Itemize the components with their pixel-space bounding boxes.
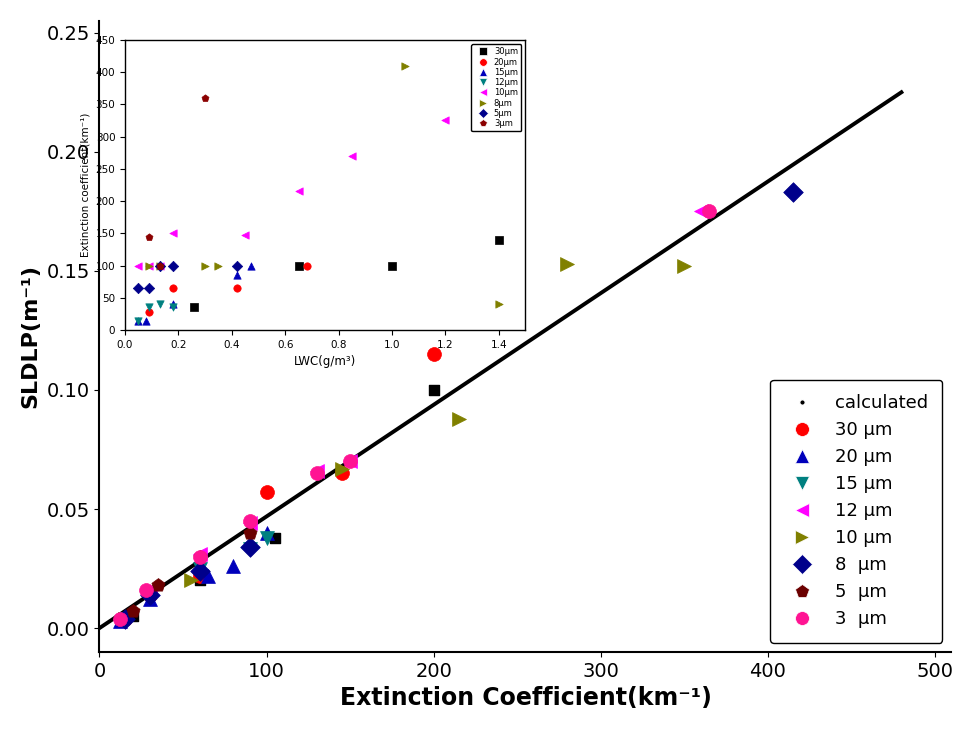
Y-axis label: SLDLP(m⁻¹): SLDLP(m⁻¹) <box>20 265 41 409</box>
Point <box>259 531 274 543</box>
Point <box>192 570 208 582</box>
Point <box>308 467 324 479</box>
Point <box>192 563 208 575</box>
Point <box>334 463 349 474</box>
Point <box>192 548 208 560</box>
Point <box>111 615 127 626</box>
Point <box>142 584 157 596</box>
Point <box>225 561 241 572</box>
Point <box>142 589 157 601</box>
Point <box>559 258 575 270</box>
Point <box>111 613 127 624</box>
Point <box>150 580 166 591</box>
Point <box>501 270 516 281</box>
Point <box>343 455 358 467</box>
Point <box>183 575 199 586</box>
Point <box>242 544 258 556</box>
Point <box>192 550 208 562</box>
Point <box>200 570 216 582</box>
Point <box>785 186 800 198</box>
Point <box>242 515 258 527</box>
Point <box>142 594 157 605</box>
Point <box>259 527 274 539</box>
Point <box>117 613 133 624</box>
Point <box>142 589 157 601</box>
Point <box>308 465 324 477</box>
Point <box>426 384 441 395</box>
Point <box>139 584 154 596</box>
Point <box>334 467 349 479</box>
Point <box>192 565 208 577</box>
Point <box>259 487 274 499</box>
Point <box>117 613 133 624</box>
Point <box>702 205 717 217</box>
Legend: calculated, 30 μm, 20 μm, 15 μm, 12 μm, 10 μm, 8  μm, 5  μm, 3  μm: calculated, 30 μm, 20 μm, 15 μm, 12 μm, … <box>770 379 943 643</box>
Point <box>343 455 358 467</box>
Point <box>267 531 283 543</box>
X-axis label: Extinction Coefficient(km⁻¹): Extinction Coefficient(km⁻¹) <box>340 686 712 711</box>
Point <box>125 610 141 622</box>
Point <box>242 518 258 529</box>
Point <box>192 550 208 562</box>
Point <box>242 527 258 539</box>
Point <box>242 541 258 553</box>
Point <box>117 613 133 624</box>
Point <box>426 349 441 360</box>
Point <box>676 260 692 272</box>
Point <box>192 575 208 586</box>
Point <box>693 205 709 217</box>
Point <box>117 613 133 624</box>
Point <box>451 413 467 425</box>
Point <box>111 613 127 624</box>
Point <box>125 605 141 617</box>
